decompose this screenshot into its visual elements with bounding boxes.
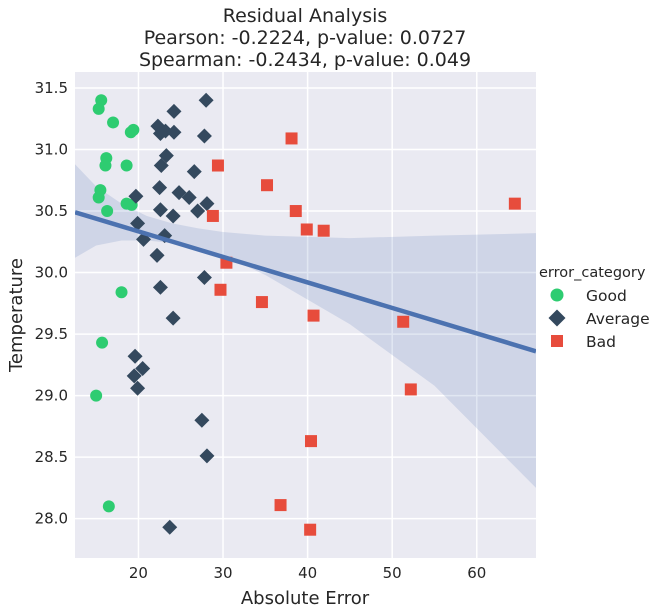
data-point-average [128, 188, 144, 204]
legend-label-good: Good [586, 287, 627, 305]
chart-title-line-1: Residual Analysis [223, 5, 388, 27]
y-tick-label: 30.5 [35, 202, 68, 220]
data-point-good [90, 389, 103, 402]
data-point-bad [397, 315, 410, 328]
legend-label-average: Average [586, 310, 650, 328]
data-point-bad [300, 223, 313, 236]
data-point-bad [274, 499, 287, 512]
data-point-good [115, 286, 128, 299]
data-point-average [130, 215, 146, 231]
data-point-bad [304, 435, 317, 448]
legend-title: error_category [539, 265, 646, 281]
legend: error_category Good Average Bad [539, 265, 650, 351]
data-point-bad [261, 179, 274, 192]
data-point-average [126, 368, 142, 384]
x-tick-label: 20 [129, 564, 148, 582]
data-point-average [152, 202, 168, 218]
data-point-average [196, 269, 212, 285]
data-point-average [152, 126, 168, 142]
data-point-bad [289, 205, 302, 218]
data-point-average [127, 348, 143, 364]
data-point-bad [404, 383, 417, 396]
y-tick-label: 31.5 [35, 79, 68, 97]
data-point-average [152, 180, 168, 196]
y-axis-ticks: 28.0 28.5 29.0 29.5 30.0 30.5 31.0 31.5 [35, 79, 68, 528]
y-tick-label: 30.0 [35, 264, 68, 282]
regression-line [75, 210, 536, 354]
data-point-bad [304, 523, 317, 536]
y-axis-label: Temperature [6, 258, 27, 373]
legend-marker-good [550, 288, 564, 302]
data-point-average [153, 158, 169, 174]
data-point-bad [285, 132, 298, 145]
data-point-bad [255, 296, 268, 309]
x-tick-label: 50 [383, 564, 402, 582]
data-point-good [92, 191, 105, 204]
legend-marker-bad [551, 335, 563, 347]
y-tick-label: 29.0 [35, 387, 68, 405]
data-point-average [149, 247, 165, 263]
chart-title-line-3: Spearman: -0.2434, p-value: 0.049 [139, 49, 471, 71]
data-point-average [199, 196, 215, 212]
data-point-average [190, 203, 206, 219]
data-point-bad [508, 197, 521, 210]
data-point-good [99, 159, 112, 172]
y-tick-label: 28.0 [35, 510, 68, 528]
data-point-average [171, 185, 187, 201]
data-point-average [186, 164, 202, 180]
data-point-average [130, 380, 146, 396]
legend-label-bad: Bad [586, 333, 616, 351]
data-point-average [135, 361, 151, 377]
plot-area [75, 72, 536, 558]
chart-title-line-2: Pearson: -0.2224, p-value: 0.0727 [144, 27, 467, 49]
x-tick-label: 30 [213, 564, 232, 582]
data-point-good [96, 336, 109, 349]
data-point-average [181, 190, 197, 205]
data-point-bad [211, 159, 224, 172]
data-point-bad [206, 209, 219, 222]
x-tick-label: 40 [298, 564, 317, 582]
data-point-average [162, 519, 178, 535]
data-point-bad [307, 309, 320, 322]
data-point-average [199, 448, 215, 464]
legend-marker-average [548, 309, 566, 327]
y-tick-label: 29.5 [35, 325, 68, 343]
y-tick-label: 31.0 [35, 141, 68, 159]
y-tick-label: 28.5 [35, 448, 68, 466]
data-point-bad [317, 224, 330, 237]
data-point-average [194, 412, 210, 428]
data-point-good [120, 159, 133, 172]
x-tick-label: 60 [467, 564, 486, 582]
scatter-points [90, 92, 521, 536]
data-point-average [165, 208, 181, 224]
x-axis-ticks: 20 30 40 50 60 [129, 564, 486, 582]
data-point-good [107, 116, 120, 129]
x-axis-label: Absolute Error [241, 588, 370, 609]
data-point-bad [214, 283, 227, 296]
data-point-good [101, 205, 114, 218]
data-point-good [102, 500, 115, 513]
data-point-average [152, 279, 168, 295]
data-point-good [124, 126, 137, 139]
data-point-average [196, 128, 212, 144]
data-point-good [92, 102, 105, 115]
